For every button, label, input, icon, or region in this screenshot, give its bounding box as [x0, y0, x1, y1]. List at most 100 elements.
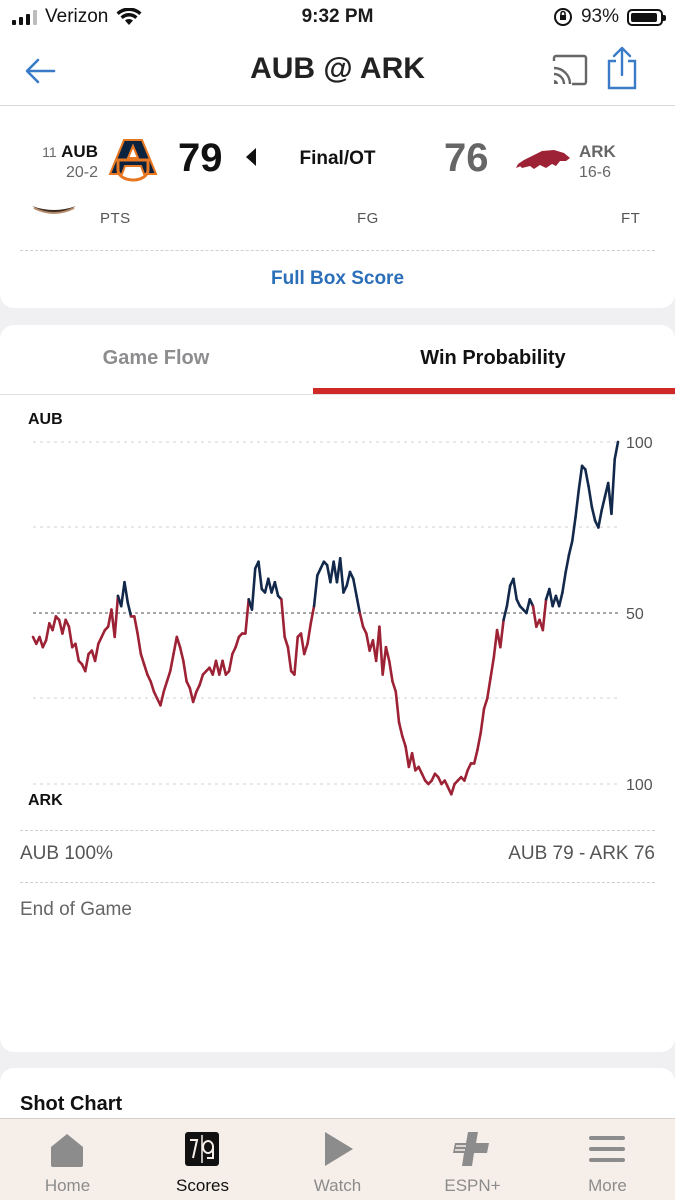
- scoreboard-card[interactable]: 11 AUB 20-2 79 Final/OT 76 ARK 16-6 PTS …: [0, 106, 675, 308]
- home-team-info: ARK 16-6: [579, 142, 616, 182]
- tab-scores-label: Scores: [176, 1176, 229, 1195]
- game-status: Final/OT: [299, 148, 376, 169]
- win-probability-line-segment: [584, 468, 590, 488]
- home-abbr: ARK: [579, 142, 616, 161]
- tab-home-label: Home: [44, 1176, 91, 1195]
- win-probability-line-segment: [499, 618, 505, 649]
- tab-game-flow[interactable]: Game Flow: [102, 347, 210, 369]
- win-probability-line-segment: [397, 721, 404, 738]
- win-probability-line-segment: [67, 625, 74, 649]
- win-probability-line-segment: [257, 560, 264, 591]
- auburn-logo-icon: [108, 139, 158, 182]
- y-tick-label: 50: [626, 606, 644, 623]
- divider: [20, 882, 655, 883]
- win-probability-line-segment: [492, 628, 499, 659]
- razorback-logo-icon: [516, 150, 570, 169]
- win-probability-line-segment: [381, 645, 388, 676]
- win-probability-line-segment: [567, 539, 574, 557]
- win-probability-line-segment: [472, 748, 479, 765]
- nav-bar: AUB @ ARK: [0, 36, 675, 106]
- win-probability-line-segment: [244, 598, 250, 635]
- win-probability-line-segment: [525, 598, 532, 615]
- axis-bottom-team: ARK: [28, 792, 63, 809]
- win-probability-line-segment: [312, 574, 319, 608]
- stat-header-fg: FG: [357, 210, 379, 227]
- tab-scores[interactable]: Scores: [135, 1119, 270, 1200]
- win-probability-line-segment: [299, 632, 306, 656]
- play-icon: [325, 1132, 353, 1166]
- win-probability-line-segment: [126, 601, 133, 618]
- tab-espn-plus[interactable]: ESPN+: [405, 1119, 540, 1200]
- clock: 9:32 PM: [301, 6, 374, 27]
- win-probability-line-segment: [387, 659, 394, 683]
- win-probability-line-segment: [280, 598, 286, 639]
- status-left: Verizon: [12, 6, 142, 28]
- win-probability-line-segment: [400, 734, 407, 748]
- away-rank: 11: [42, 144, 57, 160]
- win-probability-line-segment: [142, 662, 149, 676]
- win-probability-line-segment: [404, 745, 411, 769]
- win-probability-line-segment: [136, 632, 143, 656]
- bottom-tab-bar: Home Scores Watch ESPN+ More: [0, 1118, 675, 1200]
- win-probability-line-segment: [590, 505, 597, 522]
- win-probability-line-segment: [149, 680, 156, 693]
- back-arrow-icon[interactable]: [22, 54, 58, 88]
- away-abbr: AUB: [61, 142, 98, 161]
- win-probability-line-segment: [123, 580, 130, 605]
- win-probability-line-segment: [182, 659, 188, 683]
- divider: [20, 250, 655, 251]
- current-win-probability: AUB 100%: [20, 843, 113, 864]
- full-box-score-link[interactable]: Full Box Score: [270, 268, 405, 289]
- orientation-lock-icon: [553, 8, 572, 26]
- tab-more[interactable]: More: [540, 1119, 675, 1200]
- play-description: End of Game: [20, 899, 132, 920]
- win-probability-line-segment: [482, 697, 489, 711]
- home-record: 16-6: [579, 164, 612, 181]
- win-probability-line-segment: [159, 690, 166, 707]
- win-probability-line-segment: [175, 635, 182, 649]
- win-probability-line-segment: [165, 669, 172, 683]
- win-probability-line-segment: [61, 618, 67, 635]
- divider: [20, 830, 655, 831]
- final-score-summary: AUB 79 - ARK 76: [508, 843, 655, 864]
- win-probability-line-segment: [234, 635, 241, 649]
- win-probability-line-segment: [391, 680, 398, 693]
- win-probability-line-segment: [502, 604, 509, 622]
- tab-watch[interactable]: Watch: [270, 1119, 405, 1200]
- y-tick-label: 100: [626, 777, 653, 794]
- win-probability-line-segment: [93, 642, 100, 663]
- win-probability-line-segment: [570, 515, 577, 543]
- win-probability-line-segment: [613, 440, 620, 461]
- win-probability-line-segment: [476, 731, 483, 752]
- win-probability-line-segment: [306, 621, 313, 646]
- win-probability-line-segment: [384, 645, 391, 663]
- win-probability-line-segment: [74, 642, 81, 663]
- home-icon: [51, 1134, 83, 1167]
- win-probability-line-segment: [600, 495, 607, 512]
- win-probability-line-segment: [512, 577, 518, 601]
- win-probability-line-segment: [561, 570, 568, 594]
- win-probability-line-segment: [172, 635, 179, 656]
- win-probability-line-segment: [463, 769, 469, 782]
- win-probability-line-segment: [198, 673, 205, 687]
- status-bar: Verizon 9:32 PM 93%: [0, 0, 675, 36]
- win-probability-line-segment: [577, 464, 584, 492]
- win-probability-chart[interactable]: 100 50 100: [0, 325, 675, 1052]
- win-probability-line-segment: [378, 625, 384, 676]
- win-probability-line-segment: [531, 604, 538, 628]
- status-right: 93%: [553, 6, 666, 28]
- shot-chart-title: Shot Chart: [20, 1093, 123, 1115]
- win-probability-line-segment: [338, 556, 345, 594]
- tab-home[interactable]: Home: [0, 1119, 135, 1200]
- share-icon[interactable]: [604, 46, 640, 90]
- tab-win-probability[interactable]: Win Probability: [420, 347, 566, 369]
- win-probability-line-segment: [564, 553, 571, 574]
- away-score: 79: [178, 136, 223, 180]
- win-probability-line-segment: [286, 645, 293, 673]
- win-probability-line-segment: [302, 642, 309, 656]
- winner-arrow-icon: [246, 148, 256, 166]
- cast-icon[interactable]: [550, 52, 590, 88]
- cell-signal-icon: [12, 9, 37, 25]
- stat-header-pts: PTS: [100, 210, 131, 227]
- win-probability-line-segment: [610, 457, 617, 516]
